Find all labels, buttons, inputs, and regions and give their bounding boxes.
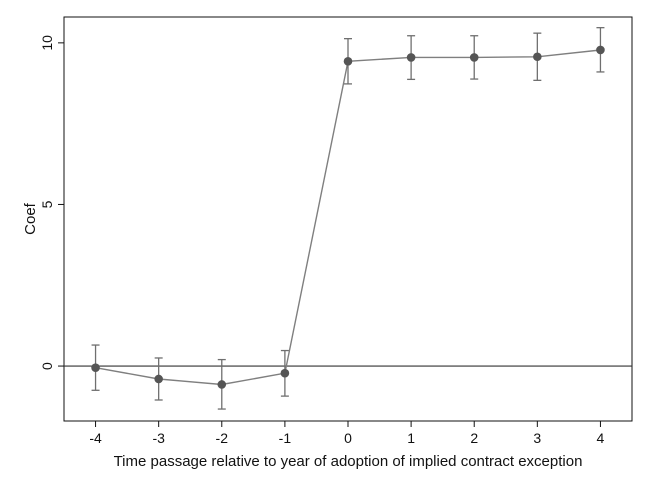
data-point <box>154 374 163 384</box>
data-point <box>217 380 227 389</box>
data-point <box>91 363 100 372</box>
data-point <box>406 53 416 62</box>
data-point <box>469 53 479 62</box>
x-tick-label: -1 <box>279 430 292 446</box>
data-point <box>280 368 290 378</box>
x-tick-label: -4 <box>89 430 102 446</box>
y-tick-label: 10 <box>39 35 55 51</box>
x-tick-label: -2 <box>216 430 229 446</box>
x-tick-label: -3 <box>152 430 165 446</box>
data-point <box>596 45 605 55</box>
x-tick-label: 2 <box>470 430 478 446</box>
x-axis-label: Time passage relative to year of adoptio… <box>114 453 583 470</box>
y-tick-label: 5 <box>39 200 55 208</box>
x-tick-label: 3 <box>533 430 541 446</box>
x-axis: -4 -3 -2 -1 0 1 2 3 4 <box>89 421 605 446</box>
x-tick-label: 1 <box>407 430 415 446</box>
data-point <box>533 52 542 62</box>
x-tick-label: 0 <box>344 430 352 446</box>
x-tick-label: 4 <box>597 430 605 446</box>
y-axis: 0 5 10 <box>39 35 64 370</box>
chart-marks <box>91 27 605 410</box>
y-tick-label: 0 <box>39 362 55 370</box>
y-axis-label: Coef <box>22 202 39 235</box>
series-line <box>95 49 601 386</box>
data-point <box>343 56 353 66</box>
